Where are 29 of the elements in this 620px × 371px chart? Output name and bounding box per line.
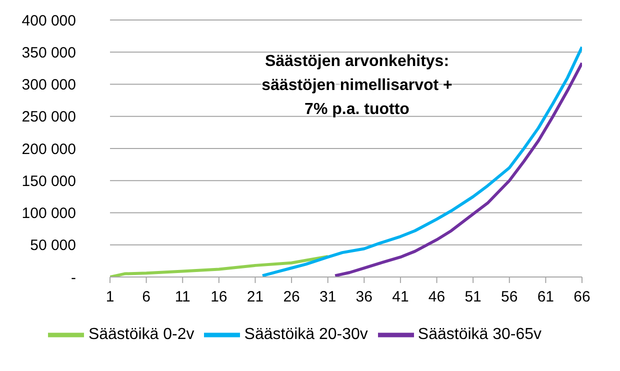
x-tick-label: 36 <box>356 288 372 306</box>
x-tick-label: 66 <box>574 288 590 306</box>
text: Säästöjen arvonkehitys: säästöjen nimellisarvot + 7% p.a. tuotto <box>260 52 454 120</box>
y-tick-label: 400 000 <box>22 12 76 30</box>
y-tick-label: 250 000 <box>22 108 76 126</box>
y-tick-label: 50 000 <box>30 237 76 254</box>
y-tick-label: 150 000 <box>22 172 76 190</box>
line-series <box>260 45 582 277</box>
x-tick-label: 26 <box>283 288 300 306</box>
y-tick-label: 350 000 <box>22 44 76 62</box>
line-series <box>110 254 330 277</box>
y-tick-label: 200 000 <box>22 140 76 158</box>
x-tick-label: 31 <box>320 288 336 306</box>
x-tick-label: 41 <box>392 288 409 306</box>
y-tick-label: - <box>71 269 76 286</box>
y-tick-label: 300 000 <box>22 76 76 94</box>
x-tick-label: 56 <box>501 288 518 306</box>
x-tick-label: 46 <box>428 288 446 306</box>
x-tick-label: 1 <box>106 288 114 306</box>
x-tick-label: 51 <box>464 288 482 306</box>
x-tick-label: 61 <box>537 288 554 306</box>
x-tick-label: 6 <box>142 288 150 306</box>
legend-label: Säästöikä 30-65v <box>418 326 542 344</box>
y-tick-label: 100 000 <box>22 205 76 222</box>
legend-label: Säästöikä 20-30v <box>244 326 368 344</box>
legend-label: Säästöikä 0-2v <box>88 326 194 344</box>
x-tick-label: 21 <box>246 288 264 306</box>
x-tick-label: 16 <box>210 288 228 306</box>
x-tick-label: 11 <box>174 288 190 306</box>
